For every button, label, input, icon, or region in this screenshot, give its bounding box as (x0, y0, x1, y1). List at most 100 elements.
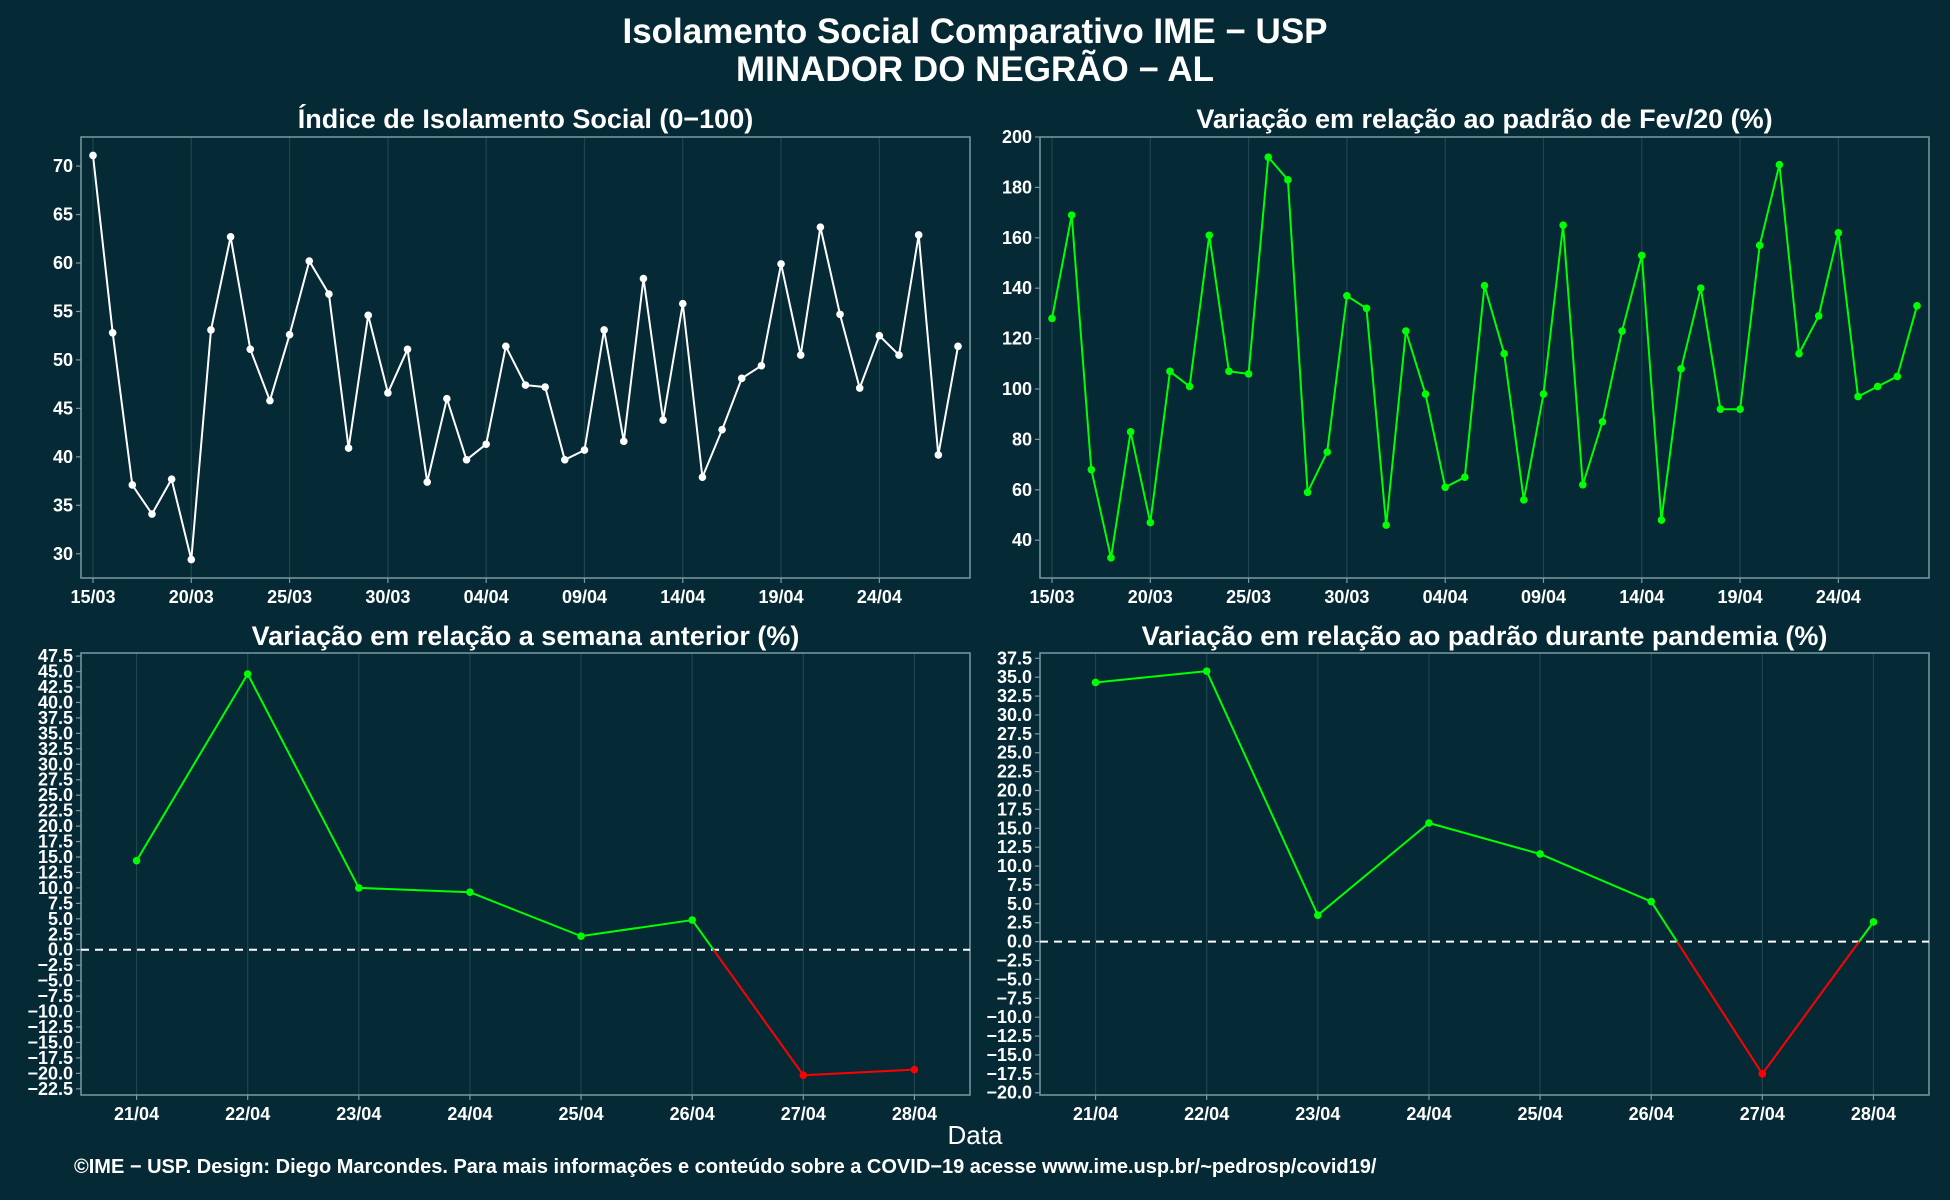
data-point (1067, 211, 1076, 219)
series-segment (1676, 941, 1764, 1075)
data-point (443, 394, 451, 403)
data-point (1146, 518, 1155, 527)
data-point (89, 151, 97, 160)
series-segment (358, 886, 470, 894)
data-point (1185, 382, 1194, 391)
data-point (1480, 281, 1489, 290)
x-tick-label: 22/04 (1184, 1104, 1229, 1124)
y-tick-label: 30.0 (38, 754, 73, 774)
y-tick-label: −22.5 (27, 1079, 73, 1099)
y-tick-label: 2.5 (1007, 913, 1032, 933)
series-segment (1858, 921, 1875, 943)
y-tick-label: 35 (53, 495, 73, 515)
series-segment (691, 919, 715, 951)
y-tick-label: 160 (1002, 228, 1032, 248)
data-point (266, 396, 274, 405)
data-point (1126, 428, 1135, 436)
series-segment (1317, 822, 1430, 916)
y-tick-label: 30.0 (997, 705, 1032, 725)
data-point (561, 455, 569, 464)
data-point (1343, 291, 1351, 300)
data-point (799, 1071, 808, 1080)
data-point (1425, 819, 1433, 827)
panel-3: Variação em relação a semana anterior (%… (27, 621, 971, 1124)
data-point (1637, 251, 1646, 260)
y-tick-label: 42.5 (38, 677, 73, 697)
x-tick-label: 09/04 (562, 587, 607, 607)
data-point (1873, 382, 1882, 391)
series-segment (1761, 941, 1860, 1075)
data-point (688, 916, 696, 924)
y-tick-label: 32.5 (997, 686, 1032, 706)
data-point (580, 446, 589, 454)
series-segment (135, 673, 249, 862)
y-tick-label: 32.5 (38, 739, 73, 759)
x-tick-label: 15/03 (70, 587, 115, 607)
data-point (1755, 241, 1764, 250)
data-point (1539, 390, 1548, 398)
y-tick-label: 80 (1012, 429, 1032, 449)
y-tick-label: 55 (53, 301, 73, 321)
panel-1: Índice de Isolamento Social (0−100) 30 35 4… (53, 103, 971, 607)
y-tick-label: 5.0 (1007, 894, 1032, 914)
y-tick-label: 47.5 (38, 646, 73, 666)
data-point (1382, 521, 1391, 529)
data-point (132, 856, 141, 865)
y-tick-label: 15.0 (997, 818, 1032, 838)
series-line (92, 155, 959, 560)
y-tick-label: 5.0 (48, 909, 73, 929)
data-point (1696, 284, 1705, 293)
data-point (1461, 473, 1469, 482)
data-point (836, 310, 844, 319)
data-point (1559, 221, 1567, 229)
y-tick-label: 120 (1002, 329, 1032, 349)
y-tick-label: −12.5 (986, 1026, 1032, 1046)
x-tick-label: 22/04 (225, 1104, 270, 1124)
data-point (1362, 304, 1371, 313)
series-segment (1205, 670, 1319, 916)
y-tick-label: 70 (53, 156, 73, 176)
y-tick-label: 17.5 (38, 832, 73, 852)
data-point (1303, 488, 1312, 497)
data-point (1202, 667, 1211, 675)
panel-4: Variação em relação ao padrão durante pa… (986, 621, 1930, 1124)
x-tick-label: 24/04 (857, 587, 902, 607)
data-point (502, 342, 510, 351)
data-point (954, 342, 962, 351)
data-point (1854, 392, 1862, 401)
y-tick-label: 25.0 (38, 785, 73, 805)
x-tick-label: 04/04 (464, 587, 509, 607)
x-tick-label: 19/04 (1718, 587, 1763, 607)
x-tick-label: 30/03 (1324, 587, 1369, 607)
data-point (1323, 448, 1332, 456)
x-tick-label: 27/04 (781, 1104, 826, 1124)
y-tick-label: 45 (53, 398, 73, 418)
data-point (207, 326, 215, 334)
y-tick-label: 100 (1002, 379, 1032, 399)
data-point (1520, 496, 1528, 504)
x-tick-label: 25/04 (1518, 1104, 1563, 1124)
x-tick-label: 23/04 (1295, 1104, 1340, 1124)
y-tick-label: 40 (1012, 530, 1032, 550)
y-tick-label: 30 (53, 544, 73, 564)
data-point (619, 437, 628, 446)
x-tick-label: 25/03 (267, 587, 312, 607)
x-tick-label: 25/03 (1226, 587, 1271, 607)
y-tick-label: −20.0 (27, 1063, 73, 1083)
panel-border (1039, 136, 1930, 579)
y-tick-label: −15.0 (27, 1032, 73, 1052)
data-point (1314, 911, 1322, 919)
x-tick-label: 30/03 (365, 587, 410, 607)
series-segment (1650, 901, 1678, 943)
y-tick-label: −15.0 (986, 1045, 1032, 1065)
x-tick-label: 20/03 (1128, 587, 1173, 607)
data-point (521, 381, 530, 389)
y-tick-label: 200 (1002, 127, 1032, 147)
y-tick-label: −5.0 (996, 969, 1032, 989)
data-point (914, 231, 923, 239)
y-tick-label: 7.5 (1007, 875, 1032, 895)
y-tick-label: 7.5 (48, 893, 73, 913)
data-point (1598, 417, 1607, 426)
data-point (577, 932, 585, 940)
data-point (1421, 390, 1430, 398)
